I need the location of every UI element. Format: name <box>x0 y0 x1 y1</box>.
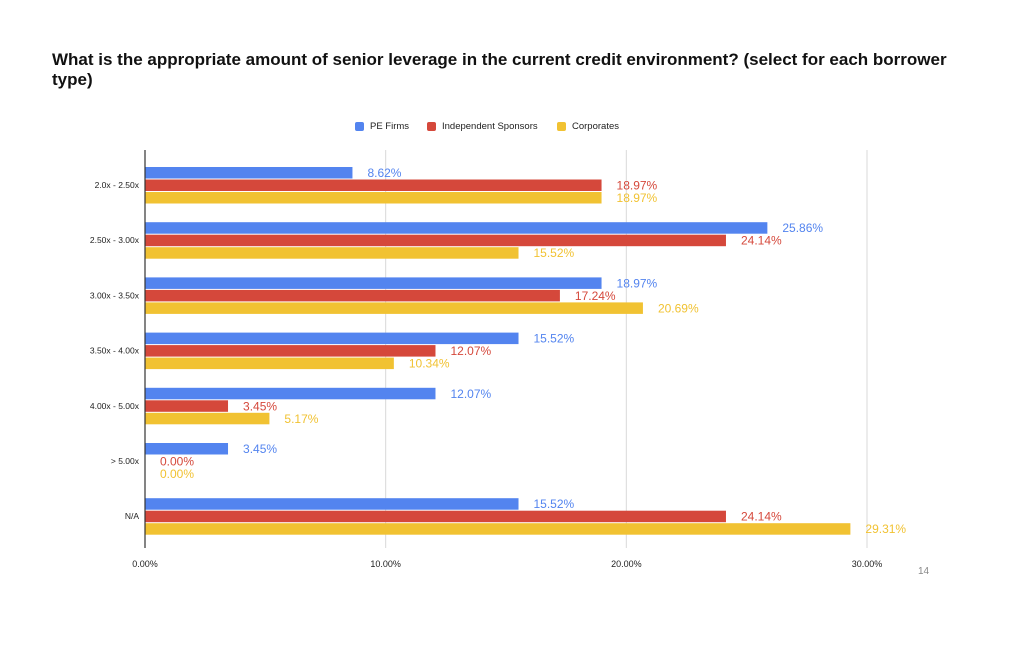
bar <box>145 247 519 259</box>
data-label: 0.00% <box>160 455 194 469</box>
data-label: 5.17% <box>284 412 318 426</box>
legend-swatch-independent-sponsors <box>427 122 436 131</box>
legend-swatch-corporates <box>557 122 566 131</box>
bar <box>145 498 519 510</box>
data-label: 29.31% <box>865 522 906 536</box>
data-label: 18.97% <box>617 179 658 193</box>
x-tick-label: 0.00% <box>132 559 158 569</box>
bar <box>145 357 394 370</box>
bar <box>145 277 602 289</box>
legend-item-corporates: Corporates <box>557 121 619 132</box>
data-label: 8.62% <box>367 166 401 180</box>
legend-label-pe-firms: PE Firms <box>370 121 410 132</box>
x-tick-label: 20.00% <box>611 559 642 569</box>
bar <box>145 510 726 523</box>
bar <box>145 192 602 204</box>
bar <box>145 179 602 191</box>
category-label: 4.00x - 5.00x <box>90 401 140 411</box>
bar <box>145 222 768 234</box>
data-label: 0.00% <box>160 467 194 481</box>
data-label: 24.14% <box>741 510 782 524</box>
data-label: 18.97% <box>617 191 658 205</box>
bar <box>145 412 270 425</box>
bar <box>145 302 643 314</box>
data-label: 10.34% <box>409 357 450 371</box>
data-label: 24.14% <box>741 234 782 248</box>
legend-item-independent-sponsors: Independent Sponsors <box>427 121 538 132</box>
bar <box>145 332 519 345</box>
data-label: 12.07% <box>450 387 491 401</box>
x-tick-label: 10.00% <box>370 559 401 569</box>
category-label: 3.00x - 3.50x <box>90 290 140 300</box>
data-label: 3.45% <box>243 399 277 413</box>
bar <box>145 443 229 455</box>
chart-legend: PE Firms Independent Sponsors Corporates <box>0 121 1024 135</box>
chart-title: What is the appropriate amount of senior… <box>52 50 947 89</box>
category-label: 2.50x - 3.00x <box>90 235 140 245</box>
data-label: 18.97% <box>617 276 658 290</box>
data-label: 3.45% <box>243 442 277 456</box>
data-label: 25.86% <box>782 221 823 235</box>
data-label: 12.07% <box>450 344 491 358</box>
legend-label-independent-sponsors: Independent Sponsors <box>442 121 538 132</box>
data-label: 15.52% <box>534 497 575 511</box>
bar <box>145 400 229 412</box>
legend-label-corporates: Corporates <box>572 121 619 132</box>
data-label: 15.52% <box>534 246 575 260</box>
bar <box>145 523 851 535</box>
data-label: 17.24% <box>575 289 616 303</box>
legend-item-pe-firms: PE Firms <box>355 121 409 132</box>
bar <box>145 345 436 357</box>
category-label: > 5.00x <box>111 456 140 466</box>
bar <box>145 167 353 179</box>
bar <box>145 289 560 302</box>
legend-swatch-pe-firms <box>355 122 364 131</box>
bar <box>145 387 436 400</box>
page-number: 14 <box>918 566 930 577</box>
category-label: 3.50x - 4.00x <box>90 346 140 356</box>
category-label: N/A <box>125 511 140 521</box>
category-label: 2.0x - 2.50x <box>95 180 140 190</box>
bar <box>145 234 726 247</box>
data-label: 15.52% <box>534 332 575 346</box>
data-label: 20.69% <box>658 301 699 315</box>
x-tick-label: 30.00% <box>852 559 883 569</box>
